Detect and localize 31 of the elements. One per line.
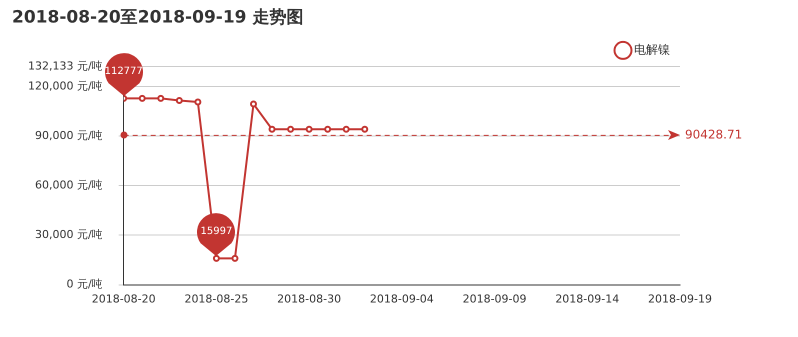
point (212, 254, 220, 262)
point (324, 126, 332, 133)
point (287, 126, 294, 133)
annotation: 15997 (200, 225, 234, 240)
x-tick-label: 2018-08-20 (92, 292, 156, 306)
y-tick-label: 30,000 元/吨 (34, 228, 103, 242)
legend-label: 电解镍 (634, 42, 670, 57)
x-tick-label: 2018-08-25 (184, 292, 248, 306)
x-tick-label: 2018-09-09 (462, 292, 527, 306)
point (361, 126, 368, 133)
x-tick-label: 2018-09-14 (555, 292, 620, 306)
y-tick-label: 0 元/吨 (66, 278, 103, 291)
point (306, 126, 313, 133)
point (157, 94, 164, 102)
y-tick-label: 90,000 元/吨 (34, 128, 103, 142)
x-tick-label: 2018-08-30 (277, 292, 342, 306)
point (138, 94, 146, 102)
point (231, 254, 238, 262)
y-tick-label: 120,000 元/吨 (28, 79, 103, 92)
point (250, 100, 257, 108)
ref-line-label: 90428.71 (685, 127, 742, 142)
point (194, 98, 202, 106)
x-tick-label: 2018-09-19 (648, 292, 712, 306)
y-tick-label: 60,000 元/吨 (34, 178, 103, 192)
annotation: 112777 (104, 66, 143, 78)
point (342, 126, 350, 133)
point (176, 97, 183, 104)
chart-title: 2018-08-20至2018-09-19 走势图 (12, 8, 304, 28)
point (268, 126, 276, 133)
x-tick-label: 2018-09-04 (370, 292, 434, 306)
y-tick-label: 132,133 元/吨 (28, 59, 103, 72)
